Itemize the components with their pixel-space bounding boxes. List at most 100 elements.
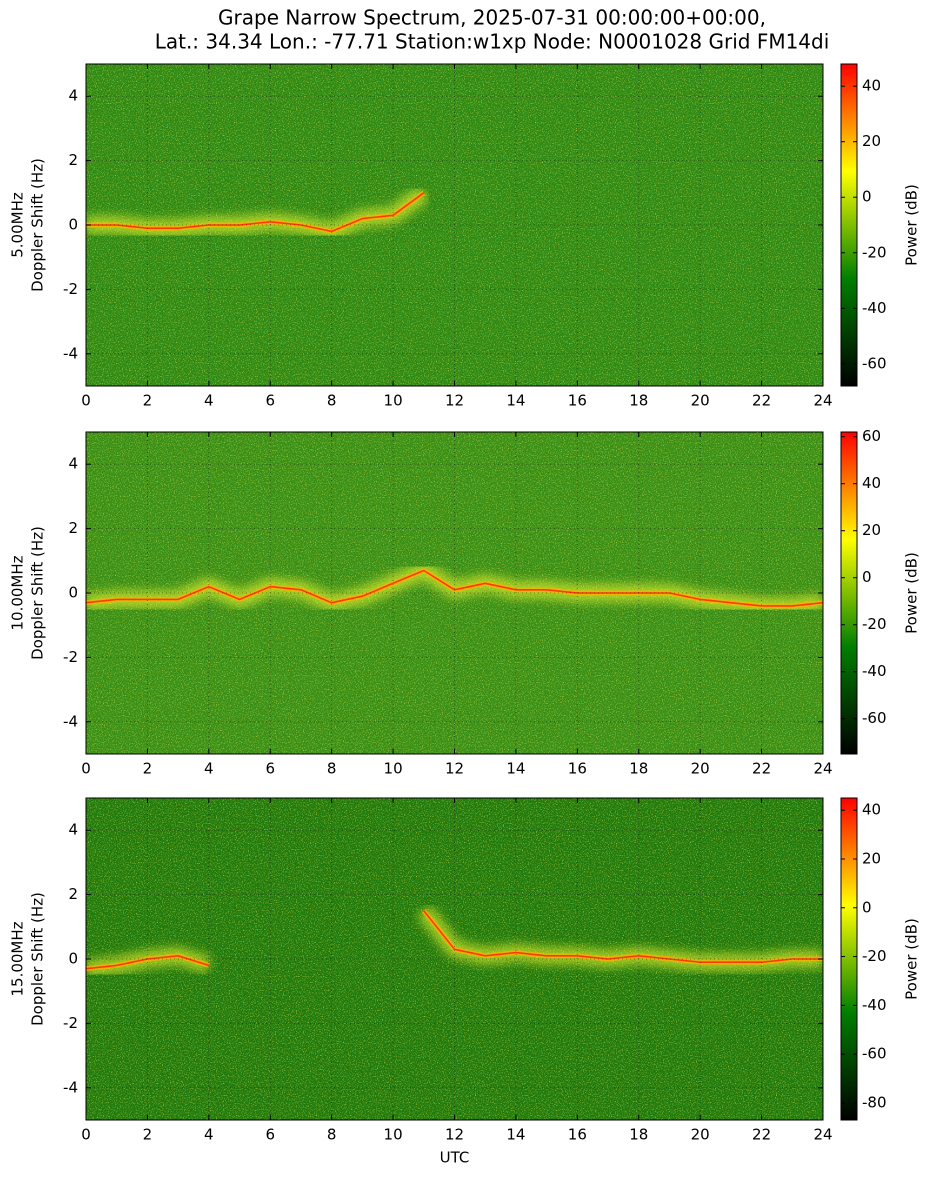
y-tick-label: -4 (63, 344, 78, 362)
x-tick-label: 6 (265, 1126, 275, 1144)
x-tick-label: 12 (445, 1126, 464, 1144)
y-axis-label: Doppler Shift (Hz) (29, 158, 47, 292)
x-tick-label: 2 (143, 392, 153, 410)
x-tick-label: 16 (568, 760, 587, 778)
plot-frame (85, 63, 824, 387)
x-tick-label: 6 (265, 392, 275, 410)
x-tick-label: 24 (813, 760, 832, 778)
x-tick-label: 8 (327, 760, 337, 778)
colorbar-tick-label: -20 (862, 615, 887, 633)
x-tick-label: 18 (629, 392, 648, 410)
colorbar-tick-label: -80 (862, 1093, 887, 1111)
x-tick-label: 16 (568, 1126, 587, 1144)
x-tick-label: 0 (81, 760, 91, 778)
colorbar-tick-label: -60 (862, 709, 887, 727)
y-tick-label: 0 (68, 216, 78, 234)
x-tick-label: 20 (691, 392, 710, 410)
x-tick-label: 20 (691, 1126, 710, 1144)
x-tick-label: 2 (143, 760, 153, 778)
x-tick-label: 24 (813, 1126, 832, 1144)
x-tick-label: 16 (568, 392, 587, 410)
colorbar-tick-label: 20 (862, 849, 881, 867)
y-axis-label: 15.00MHz (9, 921, 27, 996)
y-axis-label: Doppler Shift (Hz) (29, 526, 47, 660)
x-tick-label: 4 (204, 392, 214, 410)
colorbar-tick-label: 40 (862, 801, 881, 819)
trace (86, 911, 823, 969)
x-tick-label: 8 (327, 1126, 337, 1144)
colorbar-tick-label: 0 (862, 898, 872, 916)
colorbar-label: Power (dB) (903, 552, 921, 634)
x-tick-label: 2 (143, 1126, 153, 1144)
colorbar-tick-label: 0 (862, 568, 872, 586)
x-tick-label: 10 (384, 760, 403, 778)
x-tick-label: 12 (445, 392, 464, 410)
colorbar-tick-label: -20 (862, 947, 887, 965)
y-axis-label: 10.00MHz (9, 555, 27, 630)
x-tick-label: 10 (384, 1126, 403, 1144)
x-tick-label: 12 (445, 760, 464, 778)
x-tick-label: 4 (204, 760, 214, 778)
colorbar (840, 63, 858, 387)
colorbar-tick-label: -40 (862, 299, 887, 317)
colorbar-tick-label: 20 (862, 132, 881, 150)
x-tick-label: 0 (81, 392, 91, 410)
colorbar-label: Power (dB) (903, 918, 921, 1000)
x-tick-label: 20 (691, 760, 710, 778)
x-axis-label: UTC (440, 1149, 470, 1167)
title-line: Grape Narrow Spectrum, 2025-07-31 00:00:… (218, 6, 766, 30)
colorbar-tick-label: -20 (862, 243, 887, 261)
colorbar (840, 797, 858, 1121)
x-tick-label: 6 (265, 760, 275, 778)
y-tick-label: 0 (68, 950, 78, 968)
colorbar (840, 431, 858, 755)
x-tick-label: 22 (752, 1126, 771, 1144)
x-tick-label: 22 (752, 392, 771, 410)
colorbar-tick-label: -40 (862, 996, 887, 1014)
y-tick-label: -2 (63, 1014, 78, 1032)
colorbar-tick-label: 40 (862, 474, 881, 492)
trace-group (86, 571, 823, 606)
y-tick-label: 4 (68, 455, 78, 473)
y-axis-label: Doppler Shift (Hz) (29, 892, 47, 1026)
trace-group (86, 911, 823, 969)
x-tick-label: 10 (384, 392, 403, 410)
y-tick-label: -2 (63, 280, 78, 298)
y-tick-label: 4 (68, 821, 78, 839)
y-tick-label: 2 (68, 519, 78, 537)
x-tick-label: 14 (506, 1126, 525, 1144)
colorbar-label: Power (dB) (903, 184, 921, 266)
title-line: Lat.: 34.34 Lon.: -77.71 Station:w1xp No… (155, 30, 830, 54)
plot-frame (85, 797, 824, 1121)
x-tick-label: 18 (629, 760, 648, 778)
y-tick-label: 4 (68, 87, 78, 105)
colorbar-tick-label: 20 (862, 521, 881, 539)
x-tick-label: 14 (506, 760, 525, 778)
x-tick-label: 18 (629, 1126, 648, 1144)
colorbar-tick-label: 40 (862, 77, 881, 95)
x-tick-label: 24 (813, 392, 832, 410)
colorbar-tick-label: -60 (862, 1045, 887, 1063)
trace (86, 571, 823, 606)
x-tick-label: 8 (327, 392, 337, 410)
colorbar-tick-label: 0 (862, 188, 872, 206)
x-tick-label: 22 (752, 760, 771, 778)
colorbar-tick-label: -40 (862, 662, 887, 680)
trace-group (86, 193, 424, 232)
y-tick-label: 0 (68, 584, 78, 602)
y-tick-label: 2 (68, 885, 78, 903)
colorbar-tick-label: -60 (862, 354, 887, 372)
x-tick-label: 4 (204, 1126, 214, 1144)
colorbar-tick-label: 60 (862, 427, 881, 445)
trace (86, 193, 424, 232)
y-tick-label: -2 (63, 648, 78, 666)
x-tick-label: 14 (506, 392, 525, 410)
plot-frame (85, 431, 824, 755)
y-tick-label: -4 (63, 712, 78, 730)
y-axis-label: 5.00MHz (9, 192, 27, 258)
y-tick-label: -4 (63, 1078, 78, 1096)
x-tick-label: 0 (81, 1126, 91, 1144)
y-tick-label: 2 (68, 151, 78, 169)
